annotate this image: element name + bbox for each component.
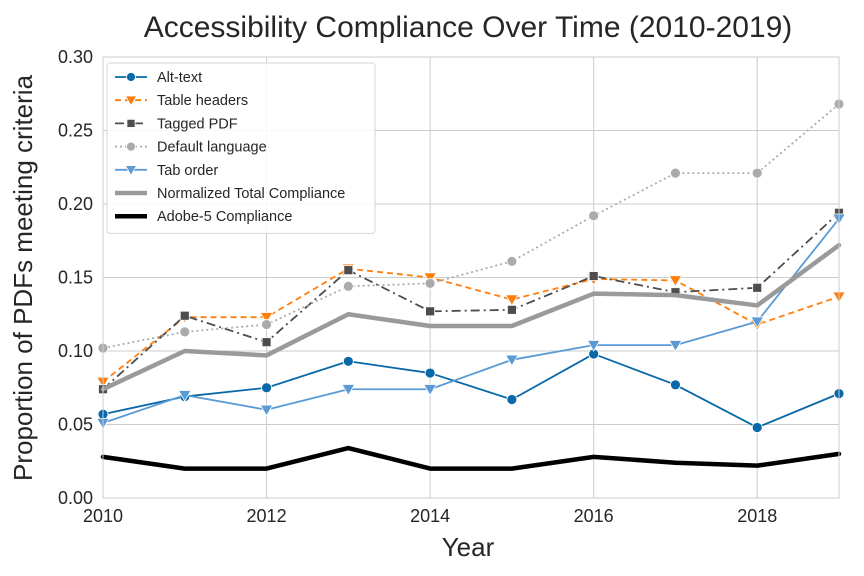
legend-item-tagged-pdf: Tagged PDF <box>115 116 238 132</box>
data-point <box>179 326 191 338</box>
x-tick-label: 2014 <box>410 506 450 526</box>
legend-item-alt-text: Alt-text <box>115 70 202 86</box>
legend-label: Tagged PDF <box>157 116 238 132</box>
data-point <box>342 355 354 367</box>
x-tick-label: 2018 <box>737 506 777 526</box>
y-tick-label: 0.00 <box>58 488 93 508</box>
data-point <box>261 382 272 394</box>
series-adobe-5-compliance <box>100 445 842 471</box>
data-point <box>261 337 272 348</box>
data-point <box>670 167 681 179</box>
legend-item-table-headers: Table headers <box>115 93 248 109</box>
data-point <box>342 280 354 292</box>
legend-item-normalized-total-compliance: Normalized Total Compliance <box>115 186 345 202</box>
data-point <box>259 312 274 324</box>
legend-label: Alt-text <box>157 70 202 86</box>
data-point <box>504 294 519 307</box>
x-axis-label: Year <box>442 532 495 562</box>
data-point <box>424 367 436 379</box>
legend-marker <box>124 95 138 107</box>
series-default-language <box>97 98 845 354</box>
y-tick-label: 0.25 <box>58 121 93 141</box>
data-point <box>751 167 763 179</box>
data-point <box>506 255 518 267</box>
data-point <box>588 271 599 281</box>
legend-item-adobe-5-compliance: Adobe-5 Compliance <box>115 209 292 225</box>
series-line-normalized-total-compliance <box>100 242 842 392</box>
legend: Alt-text Table headers Tagged PDF Default l… <box>106 62 376 234</box>
y-tick-label: 0.20 <box>58 194 93 214</box>
data-point <box>343 265 354 276</box>
series-normalized-total-compliance <box>100 242 842 392</box>
plot-frame <box>102 56 840 499</box>
data-point <box>259 404 274 417</box>
legend-marker <box>124 165 138 176</box>
y-axis-label: Proportion of PDFs meeting criteria <box>8 74 38 481</box>
legend-label: Adobe-5 Compliance <box>157 209 292 225</box>
data-point <box>588 210 600 222</box>
data-point <box>424 277 436 289</box>
legend-marker <box>126 118 136 128</box>
legend-label: Default language <box>157 140 267 156</box>
data-point <box>504 354 519 367</box>
data-point <box>425 306 436 317</box>
x-tick-label: 2010 <box>83 506 123 526</box>
y-tick-label: 0.05 <box>58 415 93 435</box>
data-point <box>751 422 763 433</box>
legend-item-default-language: Default language <box>115 140 267 156</box>
y-axis-ticks: 0.00 0.05 0.10 0.15 0.20 0.25 0.30 <box>58 47 93 508</box>
legend-label: Normalized Total Compliance <box>157 186 345 202</box>
series-line-adobe-5-compliance <box>100 445 842 471</box>
data-point <box>750 316 765 329</box>
data-point <box>586 340 601 352</box>
data-point <box>179 310 190 321</box>
y-tick-label: 0.15 <box>58 268 93 288</box>
series-line-tab-order <box>102 217 840 424</box>
data-point <box>506 394 518 405</box>
data-point <box>177 390 192 402</box>
data-point <box>668 340 683 352</box>
data-point <box>423 384 438 396</box>
x-tick-label: 2016 <box>574 506 614 526</box>
legend-marker <box>126 72 136 82</box>
data-point <box>752 282 763 293</box>
data-point <box>341 384 356 396</box>
legend-box <box>106 62 376 234</box>
legend-label: Table headers <box>157 93 248 109</box>
legend-item-tab-order: Tab order <box>115 163 218 179</box>
x-axis-ticks: 2010 2012 2014 2016 2018 <box>83 506 777 526</box>
series-line-tagged-pdf <box>102 212 840 390</box>
legend-marker <box>126 141 136 152</box>
chart-title: Accessibility Compliance Over Time (2010… <box>144 11 793 44</box>
data-point <box>670 379 681 391</box>
y-tick-label: 0.30 <box>58 47 93 67</box>
y-tick-label: 0.10 <box>58 341 93 361</box>
series-line-alt-text <box>102 353 840 429</box>
legend-label: Tab order <box>157 163 218 179</box>
data-point <box>506 304 517 315</box>
data-point <box>261 319 272 330</box>
data-point <box>668 275 683 288</box>
x-tick-label: 2012 <box>247 506 287 526</box>
